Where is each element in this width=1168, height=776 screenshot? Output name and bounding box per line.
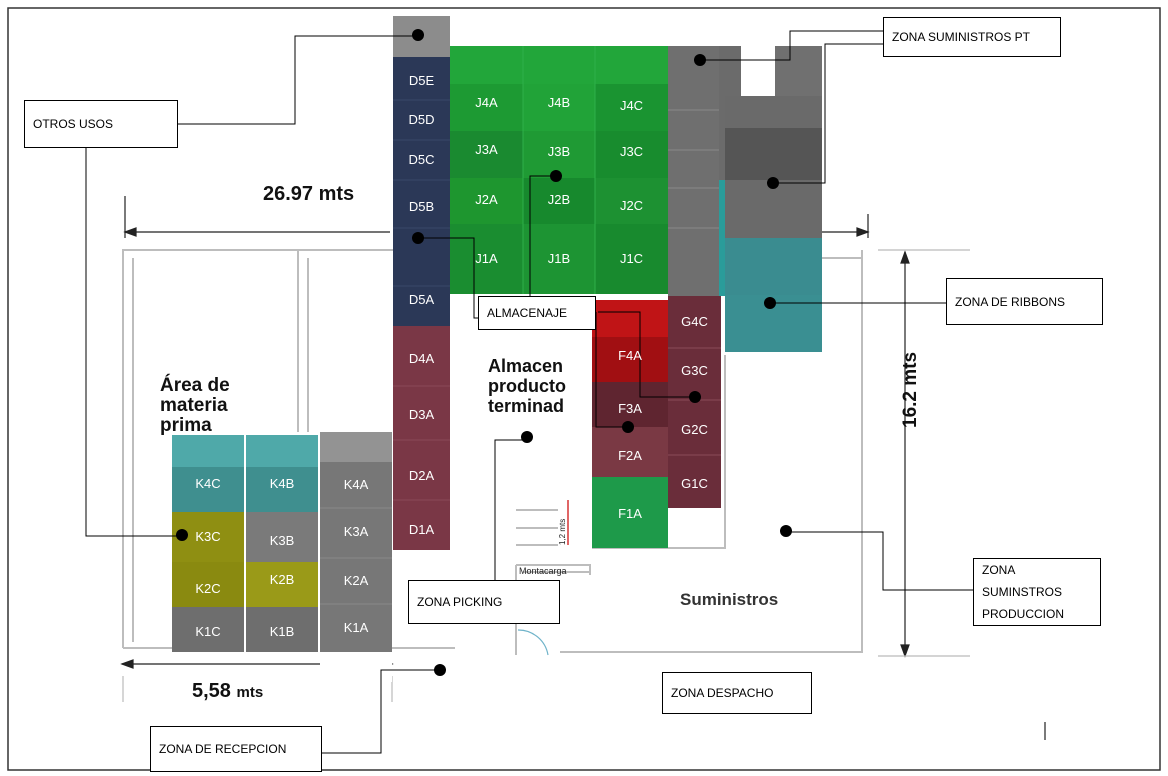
rack-label-g4c: G4C [681, 313, 708, 329]
rack-label-f2a: F2A [618, 447, 642, 463]
area-producto-terminado: Almacen producto terminad [488, 356, 566, 416]
rack-label-d5c: D5C [408, 151, 435, 167]
marker-almacenaje-g [689, 391, 701, 403]
rack-d5a-block [393, 286, 450, 326]
callout-zona-ribbons: ZONA DE RIBBONS [946, 278, 1103, 325]
marker-otros-usos-k [176, 529, 188, 541]
rack-label-k1b: K1B [269, 623, 295, 639]
location-markers [176, 29, 792, 676]
marker-recepcion [434, 664, 446, 676]
rack-d1-d4-block [393, 326, 450, 550]
rack-label-k4b: K4B [269, 475, 295, 491]
rack-label-k3a: K3A [343, 523, 369, 539]
rack-label-d3a: D3A [408, 406, 435, 422]
supply-pt-block [719, 46, 822, 296]
dimension-montacarga-gap: 1,2 mts [558, 518, 567, 545]
connector-lines [85, 30, 973, 754]
rack-label-k2c: K2C [195, 580, 221, 596]
rack-label-g2c: G2C [681, 421, 708, 437]
rack-label-g1c: G1C [681, 475, 708, 491]
area-materia-prima: Área de materia prima [160, 375, 230, 436]
rack-label-k1c: K1C [195, 623, 221, 639]
callout-almacenaje: ALMACENAJE [478, 296, 596, 330]
marker-picking [521, 431, 533, 443]
rack-label-k1a: K1A [343, 619, 369, 635]
rack-label-j1b: J1B [547, 250, 571, 266]
rack-label-j2b: J2B [547, 191, 571, 207]
rack-column-f [592, 300, 668, 548]
rack-label-k3b: K3B [269, 532, 295, 548]
rack-label-j1c: J1C [619, 250, 644, 266]
marker-almacenaje-j [550, 170, 562, 182]
rack-label-f4a: F4A [618, 347, 642, 363]
rack-label-k4c: K4C [195, 475, 221, 491]
rack-label-d5a: D5A [408, 291, 435, 307]
dimension-height-total: 16.2 mts [900, 351, 921, 428]
dimension-width-left-value: 5,58 [192, 680, 231, 702]
marker-suministros-pt-2 [767, 177, 779, 189]
rack-grid-j [450, 46, 668, 294]
rack-label-d5b: D5B [408, 198, 435, 214]
marker-suministros-pt-1 [694, 54, 706, 66]
rack-label-g3c: G3C [681, 362, 708, 378]
rack-label-d1a: D1A [408, 521, 435, 537]
rack-column-g [668, 46, 721, 508]
marker-almacenaje-f [622, 421, 634, 433]
rack-label-j4a: J4A [475, 94, 498, 110]
rack-label-d2a: D2A [408, 467, 435, 483]
marker-otros-usos [412, 29, 424, 41]
rack-label-j2a: J2A [475, 191, 498, 207]
marker-suministros-produccion [780, 525, 792, 537]
rack-label-k2a: K2A [343, 572, 369, 588]
rack-label-j3c: J3C [619, 143, 644, 159]
montacarga-label: Montacarga [519, 566, 567, 576]
rack-d5-block [393, 57, 450, 286]
rack-label-j1a: J1A [475, 250, 498, 266]
rack-label-d4a: D4A [408, 350, 435, 366]
rack-label-j2c: J2C [619, 197, 644, 213]
rack-label-j3a: J3A [475, 141, 498, 157]
rack-label-j3b: J3B [547, 143, 571, 159]
callout-zona-recepcion: ZONA DE RECEPCION [150, 726, 322, 772]
rack-label-j4b: J4B [547, 94, 571, 110]
callout-otros-usos: OTROS USOS [24, 100, 178, 148]
rack-label-f3a: F3A [618, 400, 642, 416]
rack-grid-k [172, 432, 392, 682]
rack-label-f1a: F1A [618, 505, 642, 521]
rack-label-k4a: K4A [343, 476, 369, 492]
callout-zona-suministros-produccion: ZONA SUMINSTROS PRODUCCION [973, 558, 1101, 626]
marker-almacenaje-d [412, 232, 424, 244]
ribbons-block [725, 238, 822, 352]
rack-label-k3c: K3C [195, 528, 221, 544]
rack-label-j4c: J4C [619, 97, 644, 113]
callout-zona-picking: ZONA PICKING [408, 580, 560, 624]
rack-label-d5e: D5E [408, 72, 435, 88]
marker-ribbons [764, 297, 776, 309]
rack-label-d5d: D5D [408, 111, 435, 127]
dimension-width-left-unit: mts [236, 684, 264, 701]
dimension-width-left: 5,58 mts [192, 680, 263, 703]
callout-zona-suministros-pt: ZONA SUMINISTROS PT [883, 17, 1061, 57]
dimension-width-total: 26.97 mts [263, 183, 355, 205]
area-suministros: Suministros [680, 590, 779, 609]
callout-zona-despacho: ZONA DESPACHO [662, 672, 812, 714]
rack-label-k2b: K2B [269, 571, 295, 587]
